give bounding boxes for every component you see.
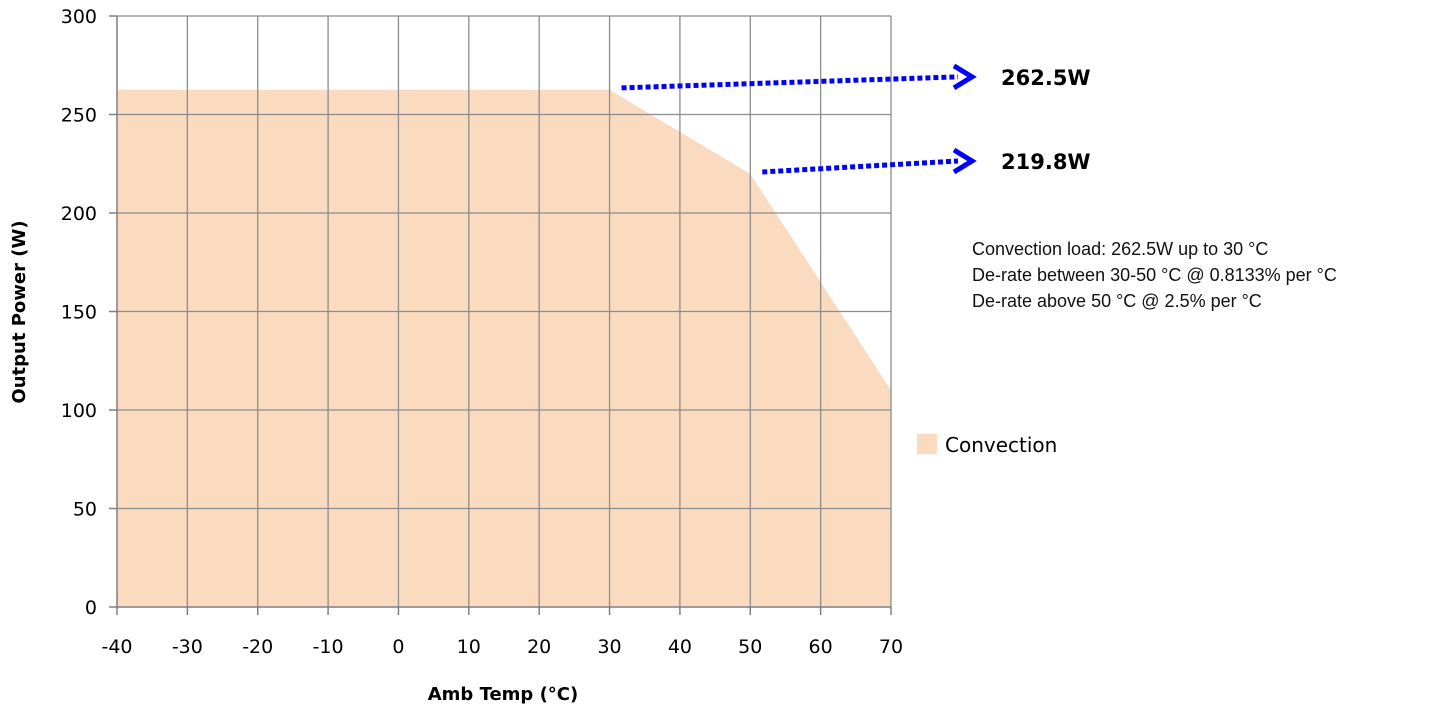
x-tick-label-0: -40 (101, 636, 132, 658)
y-tick-label-5: 250 (61, 105, 97, 127)
legend-swatch (917, 434, 937, 454)
y-tick-label-2: 100 (61, 400, 97, 422)
tick-labels: 0 50 100 150 200 250 300 -40 -30 -20 -10 0 10 20 30 40 5… (61, 6, 903, 658)
x-tick-label-5: 10 (457, 636, 481, 658)
area-layer (117, 89, 891, 607)
grid-layer (109, 15, 892, 615)
x-axis-title: Amb Temp (°C) (428, 684, 579, 705)
annotation-arrow-head-0 (952, 63, 977, 91)
y-axis-title: Output Power (W) (9, 220, 30, 403)
y-tick-label-6: 300 (61, 6, 97, 28)
x-tick-label-3: -10 (313, 636, 344, 658)
x-tick-label-9: 50 (738, 636, 762, 658)
x-tick-label-10: 60 (809, 636, 833, 658)
note-derate-30-50: De-rate between 30-50 °C @ 0.8133% per °… (972, 265, 1337, 285)
annotation-arrow-line-1 (762, 158, 959, 175)
annotation-arrow-line-0 (621, 74, 959, 91)
series-area-0 (117, 89, 891, 607)
y-tick-label-4: 200 (61, 203, 97, 225)
x-tick-label-4: 0 (392, 636, 404, 658)
y-tick-label-3: 150 (61, 302, 97, 324)
y-tick-label-0: 0 (85, 597, 97, 619)
note-convection-load: Convection load: 262.5W up to 30 °C (972, 239, 1269, 259)
x-tick-label-11: 70 (879, 636, 903, 658)
annotation-arrows: 262.5W 219.8W (621, 63, 1091, 175)
legend-label: Convection (945, 433, 1057, 457)
annotation-label-0: 262.5W (1001, 66, 1091, 90)
x-tick-label-8: 40 (668, 636, 692, 658)
x-tick-label-2: -20 (242, 636, 273, 658)
y-tick-label-1: 50 (73, 499, 97, 521)
note-derate-above-50: De-rate above 50 °C @ 2.5% per °C (972, 291, 1262, 311)
annotation-label-1: 219.8W (1001, 150, 1091, 174)
annotation-arrow-head-1 (952, 147, 977, 175)
x-tick-label-1: -30 (172, 636, 203, 658)
x-tick-label-6: 20 (527, 636, 551, 658)
x-tick-label-7: 30 (597, 636, 621, 658)
derating-notes: Convection load: 262.5W up to 30 °C De-r… (972, 236, 1337, 314)
